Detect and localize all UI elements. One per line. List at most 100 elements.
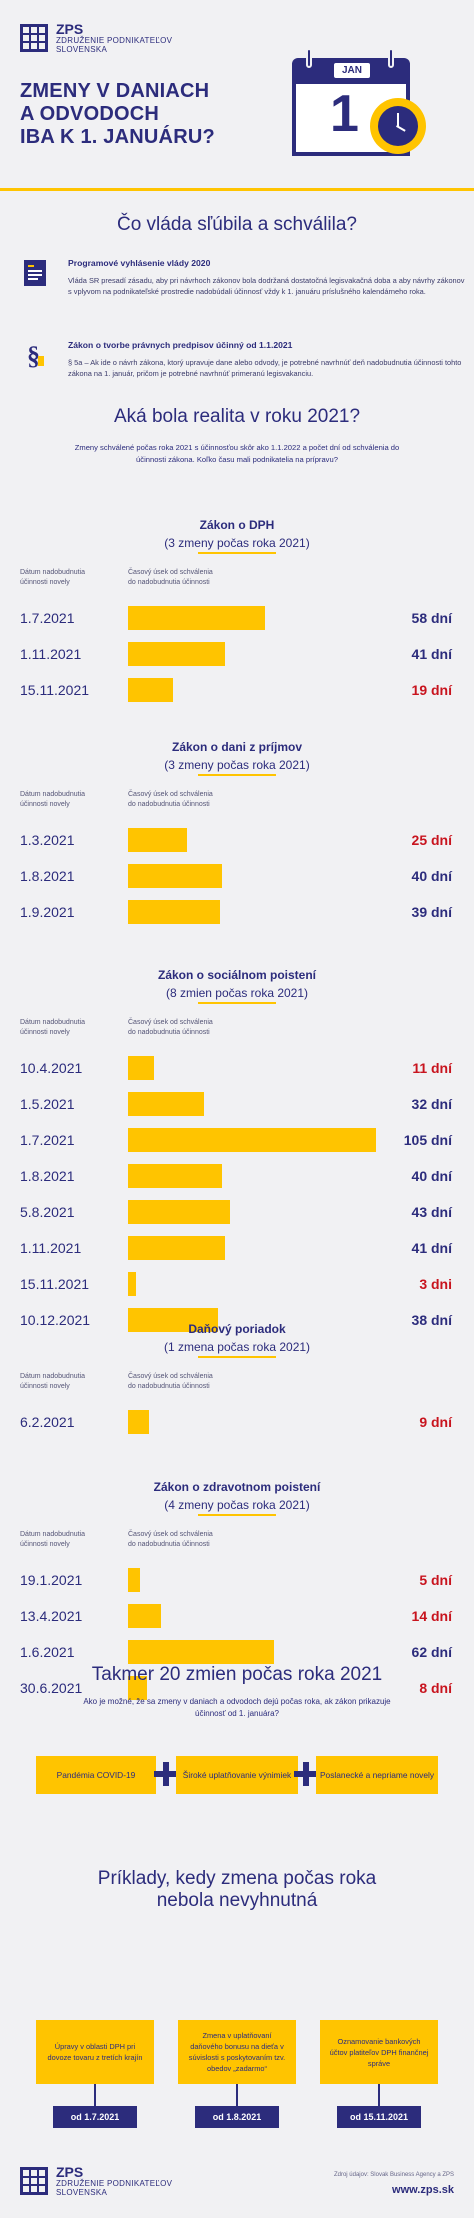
row-date: 1.6.2021	[20, 1644, 75, 1660]
main-title: ZMENY V DANIACH A ODVODOCH IBA K 1. JANU…	[20, 80, 215, 148]
row-days: 41 dní	[411, 1240, 452, 1256]
column-header-date: Dátum nadobudnutia účinnosti novely	[20, 1531, 85, 1548]
row-date: 1.7.2021	[20, 1132, 75, 1148]
row-date: 1.11.2021	[20, 646, 82, 662]
row-bar	[128, 1056, 154, 1080]
row-bar	[128, 900, 220, 924]
row-bar	[128, 864, 222, 888]
law-subtitle: (4 zmeny počas roka 2021)	[164, 1498, 310, 1512]
row-date: 10.12.2021	[20, 1312, 91, 1328]
example-connector	[378, 2084, 380, 2108]
row-date: 5.8.2021	[20, 1204, 75, 1220]
reality-heading: Aká bola realita v roku 2021?	[113, 406, 361, 427]
row-days: 41 dní	[411, 646, 452, 662]
logo-line1: ZDRUŽENIE PODNIKATEĽOV	[56, 36, 173, 46]
column-header-period: Časový úsek od schválenia do nadobudnutia…	[128, 1531, 213, 1548]
column-header-date: Dátum nadobudnutia účinnosti novely	[20, 791, 85, 808]
row-date: 1.8.2021	[20, 1168, 75, 1184]
reason-card: Široké uplatňovanie výnimiek	[176, 1756, 298, 1794]
row-days: 40 dní	[411, 868, 452, 884]
clock-icon	[370, 98, 426, 154]
row-bar	[128, 606, 265, 630]
calendar-month: JAN	[334, 63, 371, 78]
promise-text: § 5a – Ak ide o návrh zákona, ktorý upra…	[68, 358, 462, 378]
column-header-date: Dátum nadobudnutia účinnosti novely	[20, 1373, 85, 1390]
example-date: od 1.7.2021	[53, 2106, 137, 2128]
promise-title: Zákon o tvorbe právnych predpisov účinný…	[68, 340, 293, 350]
row-days: 9 dní	[419, 1414, 452, 1430]
row-bar	[128, 1640, 274, 1664]
row-date: 6.2.2021	[20, 1414, 75, 1430]
example-connector	[94, 2084, 96, 2108]
law-subtitle: (1 zmena počas roka 2021)	[163, 1340, 311, 1354]
row-date: 1.8.2021	[20, 868, 75, 884]
row-bar	[128, 1200, 230, 1224]
row-bar	[128, 828, 187, 852]
zps-logo[interactable]: ZPS ZDRUŽENIE PODNIKATEĽOV SLOVENSKA	[20, 21, 173, 55]
plus-icon	[294, 1762, 318, 1786]
promise-text: Vláda SR presadí zásadu, aby pri návrhoc…	[68, 276, 465, 296]
column-header-period: Časový úsek od schválenia do nadobudnutia…	[128, 791, 213, 808]
example-card: Zmena v uplatňovaní daňového bonusu na d…	[178, 2020, 296, 2084]
logo-grid-icon	[20, 24, 48, 53]
logo-name: ZPS	[56, 21, 84, 37]
header-divider	[0, 188, 474, 191]
row-date: 15.11.2021	[20, 1276, 90, 1292]
reality-intro: Zmeny schválené počas roka 2021 s účinno…	[74, 443, 400, 464]
row-bar	[128, 678, 173, 702]
row-days: 8 dní	[419, 1680, 452, 1696]
reason-card: Pandémia COVID-19	[36, 1756, 156, 1794]
row-days: 11 dní	[412, 1060, 452, 1076]
row-date: 1.7.2021	[20, 610, 75, 626]
row-bar	[128, 1164, 222, 1188]
footer-url[interactable]: www.zps.sk	[392, 2184, 454, 2196]
law-title: Zákon o dani z príjmov	[171, 740, 302, 754]
almost-sub: Ako je možné, že sa zmeny v daniach a od…	[83, 1697, 391, 1718]
row-date: 15.11.2021	[20, 682, 90, 698]
logo-line2: SLOVENSKA	[56, 45, 108, 55]
example-card: Úpravy v oblasti DPH pri dovoze tovaru z…	[36, 2020, 154, 2084]
document-icon	[24, 260, 46, 286]
row-bar	[128, 1272, 136, 1296]
row-days: 19 dní	[411, 682, 452, 698]
svg-text:§: §	[27, 342, 40, 368]
law-subtitle: (3 zmeny počas roka 2021)	[164, 758, 310, 772]
row-days: 32 dní	[411, 1096, 452, 1112]
law-title: Zákon o sociálnom poistení	[157, 968, 317, 982]
almost-heading: Takmer 20 zmien počas roka 2021	[91, 1664, 383, 1685]
column-header-date: Dátum nadobudnutia účinnosti novely	[20, 569, 85, 586]
footer-logo[interactable]: ZPS ZDRUŽENIE PODNIKATEĽOV SLOVENSKA	[20, 2164, 172, 2198]
row-days: 25 dní	[411, 832, 452, 848]
law-subtitle: (8 zmien počas roka 2021)	[165, 986, 309, 1000]
promise-item: Programové vyhlásenie vlády 2020 Vláda S…	[24, 258, 464, 318]
row-days: 62 dní	[411, 1644, 452, 1660]
column-header-date: Dátum nadobudnutia účinnosti novely	[20, 1019, 85, 1036]
calendar-icon: JAN 1	[292, 48, 426, 158]
row-date: 1.5.2021	[20, 1096, 75, 1112]
law-title: Zákon o zdravotnom poistení	[153, 1480, 321, 1494]
row-days: 39 dní	[411, 904, 452, 920]
column-header-period: Časový úsek od schválenia do nadobudnutia…	[128, 569, 213, 586]
row-bar	[128, 1410, 149, 1434]
row-date: 13.4.2021	[20, 1608, 83, 1624]
row-bar	[128, 1092, 204, 1116]
row-days: 105 dní	[403, 1132, 452, 1148]
examples-heading: Príklady, kedy zmena počas roka nebola n…	[97, 1868, 377, 1911]
logo-grid-icon	[20, 2167, 48, 2196]
example-card: Oznamovanie bankových účtov platiteľov D…	[320, 2020, 438, 2084]
footer-source: Zdroj údajov: Slovak Business Agency a Z…	[333, 2172, 454, 2178]
row-bar	[128, 1568, 140, 1592]
law-title: Zákon o DPH	[199, 518, 275, 532]
row-days: 5 dní	[419, 1572, 452, 1588]
row-bar	[128, 1236, 225, 1260]
row-days: 40 dní	[411, 1168, 452, 1184]
row-days: 38 dní	[411, 1312, 452, 1328]
law-title: Daňový poriadok	[188, 1322, 286, 1336]
paragraph-icon: §	[27, 342, 44, 368]
promise-title: Programové vyhlásenie vlády 2020	[68, 258, 211, 268]
header: ZPS ZDRUŽENIE PODNIKATEĽOV SLOVENSKA ZME…	[0, 0, 474, 191]
law-subtitle: (3 zmeny počas roka 2021)	[164, 536, 310, 550]
row-days: 43 dní	[411, 1204, 452, 1220]
promise-heading: Čo vláda sľúbila a schválila?	[116, 214, 357, 235]
